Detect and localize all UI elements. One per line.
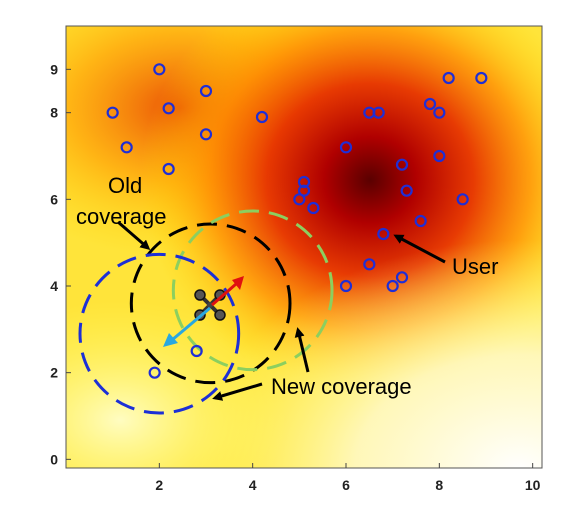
user-marker (120, 141, 133, 154)
user-marker (106, 106, 119, 119)
user-markers (106, 63, 488, 379)
user-marker (190, 344, 203, 358)
user-marker (433, 106, 446, 119)
x-tick-label: 6 (342, 477, 350, 493)
new-coverage-label: New coverage (271, 374, 412, 399)
green-coverage-circle (171, 209, 334, 372)
y-tick-label: 4 (50, 278, 58, 294)
new-coverage-arrow-up (294, 327, 310, 373)
user-marker (475, 71, 488, 85)
new-coverage-circle (78, 252, 241, 415)
old-coverage-circle (129, 222, 292, 385)
user-marker (400, 184, 413, 197)
old-coverage-label-line1: Old (108, 173, 142, 198)
x-tick-label: 8 (435, 477, 443, 493)
x-tick-label: 10 (525, 477, 541, 493)
user-marker (433, 149, 446, 163)
red-arrow (211, 276, 244, 307)
x-tick-label: 2 (155, 477, 163, 493)
user-marker (423, 97, 437, 111)
user-marker (339, 279, 353, 293)
user-marker (199, 84, 213, 98)
y-tick-label: 9 (50, 61, 58, 77)
user-marker (153, 63, 166, 76)
y-tick-label: 8 (50, 105, 58, 121)
user-label: User (452, 254, 498, 279)
plot-frame (65, 25, 543, 469)
user-marker (307, 201, 320, 215)
old-coverage-arrow (117, 220, 151, 250)
user-marker (148, 366, 161, 379)
user-marker (199, 128, 213, 141)
y-tick-label: 0 (50, 451, 58, 467)
new-coverage-arrow-left (212, 382, 263, 401)
heat-cool-left (66, 300, 290, 468)
user-marker (395, 271, 409, 284)
axis-ticks: 2 4 6 8 10 0 2 4 6 8 9 (50, 61, 540, 493)
old-coverage-label-line2: coverage (76, 204, 167, 229)
user-marker (372, 106, 385, 119)
user-marker (414, 214, 427, 228)
y-tick-label: 6 (50, 191, 58, 207)
cyan-arrow (163, 306, 211, 347)
user-marker (162, 162, 175, 176)
user-marker (456, 193, 469, 206)
user-marker (386, 279, 399, 293)
user-marker (363, 258, 376, 271)
user-marker (339, 141, 353, 154)
user-marker (377, 227, 390, 241)
user-arrow (393, 234, 446, 264)
user-marker (297, 175, 311, 189)
user-marker (442, 71, 455, 85)
x-tick-label: 4 (249, 477, 257, 493)
user-marker (395, 158, 409, 171)
y-tick-label: 2 (50, 365, 58, 381)
user-marker (255, 110, 269, 124)
user-marker (162, 102, 175, 115)
user-marker (297, 184, 311, 197)
coverage-circles (78, 209, 334, 415)
